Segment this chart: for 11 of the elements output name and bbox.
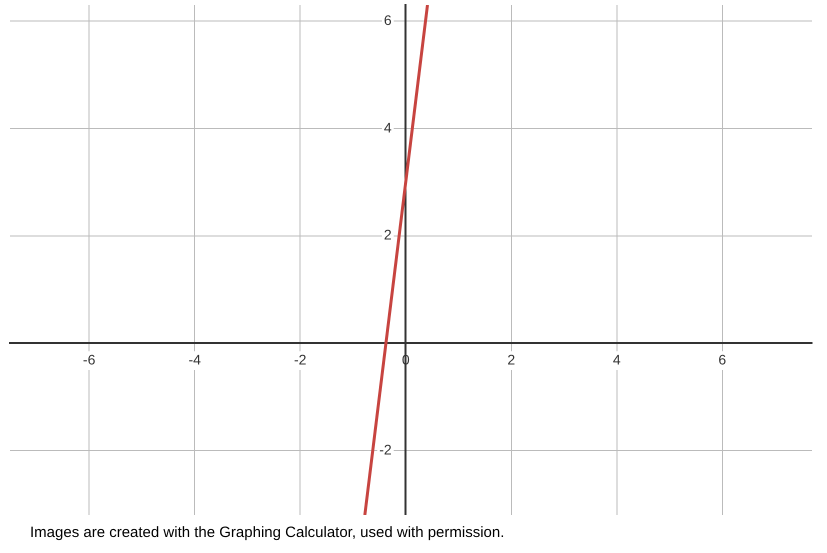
y-tick-label: 2 (384, 226, 392, 243)
x-tick-label: -4 (188, 351, 202, 368)
x-tick-label: -2 (294, 351, 307, 368)
y-tick-label: 4 (384, 119, 392, 136)
text: Images are created with the Graphing Calculator, used with permission. (30, 524, 504, 541)
x-tick-label: 4 (612, 351, 621, 368)
x-tick-label: -6 (82, 351, 96, 368)
y-tick-label: -2 (379, 441, 392, 458)
x-tick-label: 2 (507, 351, 516, 368)
y-tick-label: 6 (384, 12, 392, 28)
x-tick-label: 6 (718, 351, 726, 368)
